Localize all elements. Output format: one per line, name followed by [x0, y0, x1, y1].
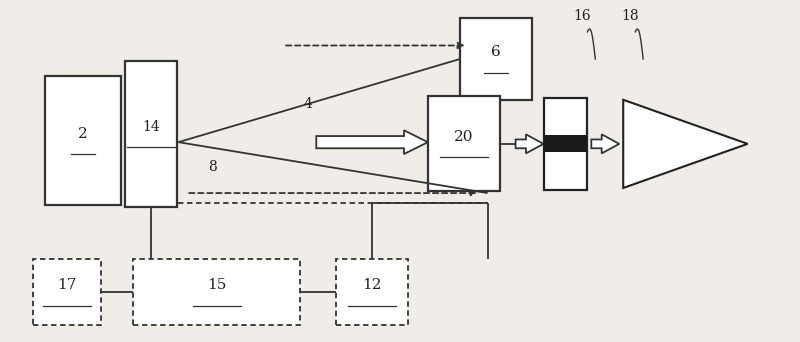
Polygon shape: [591, 134, 619, 153]
Text: 4: 4: [304, 97, 313, 111]
Bar: [428, 96, 500, 192]
Bar: [543, 98, 587, 190]
Polygon shape: [515, 134, 543, 153]
Text: 14: 14: [142, 120, 160, 134]
Bar: [460, 18, 531, 100]
Text: 20: 20: [454, 130, 474, 144]
Bar: [46, 76, 121, 205]
Bar: [336, 259, 408, 325]
Text: 2: 2: [78, 127, 88, 141]
Text: 12: 12: [362, 278, 382, 292]
Text: 6: 6: [490, 45, 501, 59]
Text: 15: 15: [207, 278, 226, 292]
Text: 18: 18: [622, 9, 639, 23]
Polygon shape: [623, 100, 747, 188]
Bar: [34, 259, 101, 325]
Bar: [125, 61, 177, 207]
Bar: [543, 135, 587, 152]
Text: 17: 17: [58, 278, 77, 292]
Text: 8: 8: [208, 160, 217, 174]
Polygon shape: [316, 130, 428, 154]
Bar: [133, 259, 300, 325]
Text: 16: 16: [573, 9, 590, 23]
